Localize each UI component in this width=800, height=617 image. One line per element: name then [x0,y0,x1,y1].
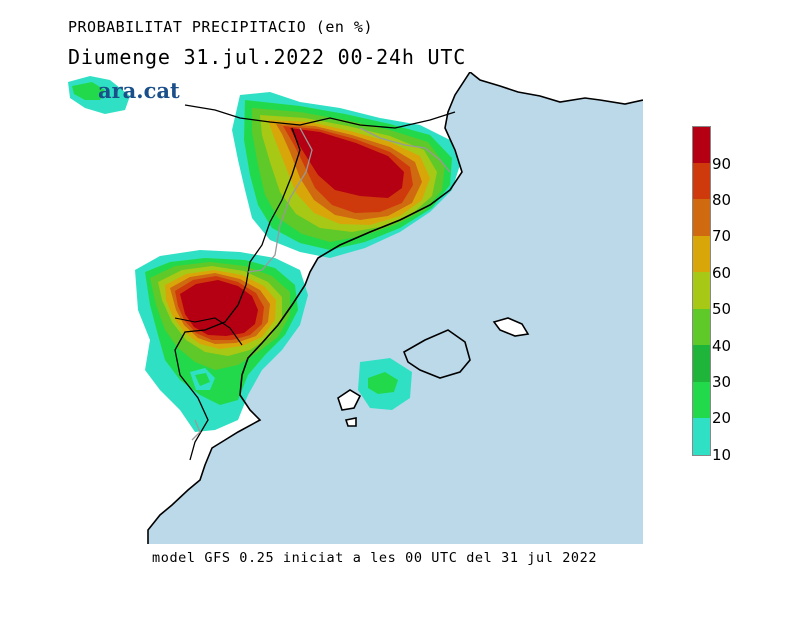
province-border [247,127,313,273]
legend-label-30: 30 [712,373,732,391]
legend-swatch-20 [693,382,710,418]
coastline [147,72,471,544]
legend-label-90: 90 [712,155,732,173]
national-border [184,104,456,129]
legend-swatch-30 [693,345,710,382]
province-border-2 [359,127,451,173]
map-title: PROBABILITAT PRECIPITACIO (en %) [68,18,373,36]
island-mallorca [402,329,471,379]
legend-label-10: 10 [712,446,732,464]
legend-label-40: 40 [712,337,732,355]
regional-border-2 [174,317,243,346]
france-coastline [469,72,643,105]
color-legend [692,126,711,456]
araCat-logo: ara.cat [98,78,180,103]
legend-swatch-70 [693,199,710,236]
legend-swatch-90 [693,127,710,163]
legend-swatch-50 [693,272,710,309]
france-coast [470,72,643,104]
island-menorca [492,317,530,337]
island-formentera [344,417,357,427]
map-subtitle: Diumenge 31.jul.2022 00-24h UTC [68,45,467,69]
legend-label-50: 50 [712,300,732,318]
precip-field-south [135,250,308,432]
legend-swatch-60 [693,236,710,272]
island-ibiza [337,389,362,411]
legend-swatch-80 [693,163,710,199]
legend-swatch-10 [693,418,710,455]
legend-swatch-40 [693,309,710,345]
legend-label-80: 80 [712,191,732,209]
province-border-3 [191,419,201,441]
precip-field-small [68,76,412,410]
legend-label-70: 70 [712,227,732,245]
legend-label-60: 60 [712,264,732,282]
legend-label-20: 20 [712,409,732,427]
regional-border [174,127,301,461]
model-footer: model GFS 0.25 iniciat a les 00 UTC del … [152,550,598,566]
